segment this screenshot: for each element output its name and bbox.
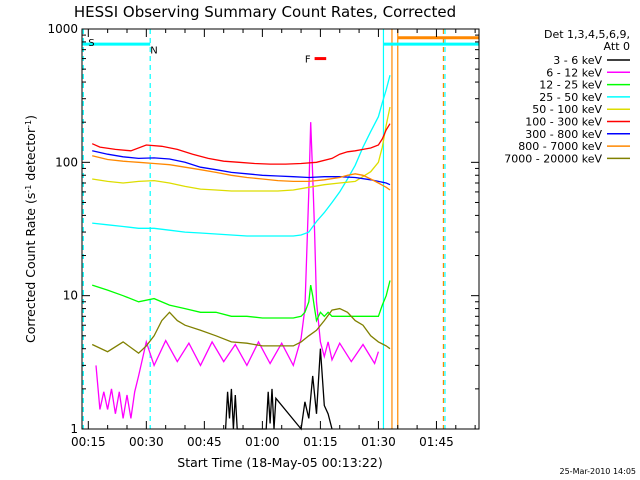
legend-label-4: 50 - 100 keV [532,103,602,116]
y-axis-label-end: ) [23,115,38,120]
marker-1: N [150,46,157,57]
x-tick-label-2: 00:45 [187,435,222,449]
marker-labels: S N F [88,38,311,66]
series-line-7 [92,155,391,191]
y-axis-ticks: 1 10 100 1000 [47,22,479,436]
y-axis-label-mid: detector [23,127,38,185]
y-axis-label-sup1: -1 [24,185,33,193]
series-group [91,75,391,431]
marker-2: F [305,55,311,66]
y-axis-label-sup2: -1 [24,120,33,128]
legend-label-0: 3 - 6 keV [553,54,602,67]
x-tick-label-0: 00:15 [71,435,106,449]
chart-title: HESSI Observing Summary Count Rates, Cor… [74,3,456,21]
x-tick-label-1: 00:30 [129,435,164,449]
y-tick-label-3: 1000 [47,22,78,36]
series-line-1 [95,122,380,419]
series-line-8 [91,307,391,355]
legend-label-7: 800 - 7000 keV [518,140,602,153]
y-tick-label-0: 1 [70,422,78,436]
plot-frame [81,28,480,430]
y-axis-label: Corrected Count Rate (s-1 detector-1) [23,115,38,343]
y-tick-label-1: 10 [63,289,78,303]
series-line-0 [224,348,333,431]
timestamp: 25-Mar-2010 14:05 [560,467,637,476]
x-tick-label-4: 01:15 [303,435,338,449]
series-line-3 [92,75,391,237]
legend-label-8: 7000 - 20000 keV [504,152,602,165]
x-tick-label-5: 01:30 [361,435,396,449]
series-line-5 [91,123,391,165]
x-tick-label-3: 01:00 [245,435,280,449]
legend-title-line1: Det 1,3,4,5,6,9, [544,28,630,41]
y-axis-label-main: Corrected Count Rate (s [23,193,38,343]
legend-title-line2: Att 0 [604,40,630,53]
legend-label-5: 100 - 300 keV [525,116,602,129]
legend-label-6: 300 - 800 keV [525,128,602,141]
vertical-markers [82,29,446,429]
legend-label-2: 12 - 25 keV [539,79,602,92]
series-line-6 [92,150,391,186]
marker-0: S [88,38,94,49]
x-tick-label-6: 01:45 [419,435,454,449]
series-line-2 [91,280,391,323]
y-tick-label-2: 100 [55,155,78,169]
x-axis-label: Start Time (18-May-05 00:13:22) [177,455,382,470]
series-line-4 [92,106,391,192]
legend-label-3: 25 - 50 keV [539,91,602,104]
state-bars [82,36,479,61]
legend-label-1: 6 - 12 keV [546,66,602,79]
x-axis-ticks: 00:15 00:30 00:45 01:00 01:15 01:30 01:45 [71,29,476,449]
